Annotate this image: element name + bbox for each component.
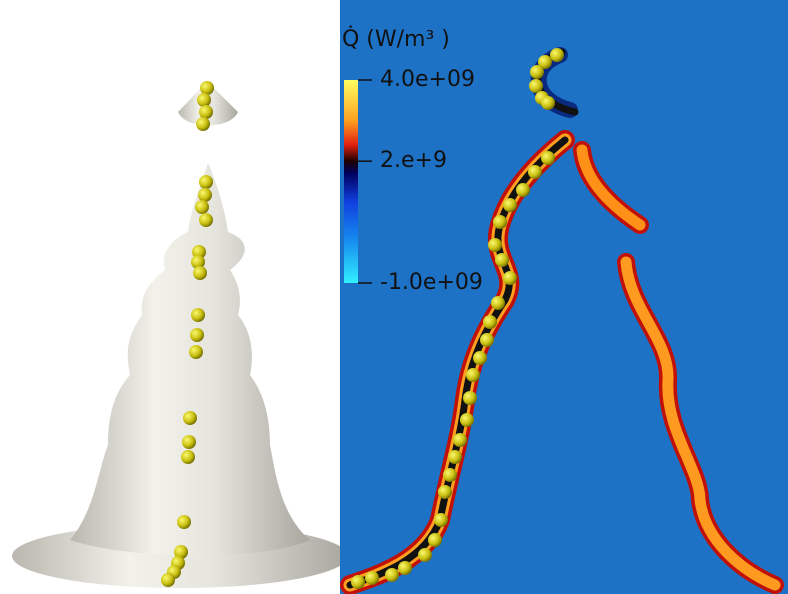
bead: [463, 391, 477, 405]
bead: [198, 188, 212, 202]
bead: [516, 183, 530, 197]
bead: [448, 450, 462, 464]
bead: [199, 175, 213, 189]
bead: [530, 65, 544, 79]
bead: [434, 513, 448, 527]
bead: [503, 271, 517, 285]
bead: [438, 485, 452, 499]
bead: [200, 81, 214, 95]
bead: [193, 266, 207, 280]
bead: [385, 568, 399, 582]
tick-label: 4.0e+09: [380, 67, 475, 92]
bead: [398, 561, 412, 575]
bead: [195, 200, 209, 214]
bead: [351, 575, 365, 589]
bead: [541, 151, 555, 165]
bead: [488, 238, 502, 252]
bead: [182, 435, 196, 449]
bead: [529, 79, 543, 93]
bead: [190, 328, 204, 342]
bead: [199, 105, 213, 119]
bead: [528, 165, 542, 179]
bead: [466, 368, 480, 382]
bead: [197, 93, 211, 107]
figure: Q̇ (W/m³ ) 4.0e+09 2.e+9 -1.0e+09: [0, 0, 788, 594]
bead: [183, 411, 197, 425]
bead: [493, 215, 507, 229]
bead: [161, 573, 175, 587]
bead: [428, 533, 442, 547]
bead: [196, 117, 210, 131]
bead: [495, 253, 509, 267]
bead: [191, 308, 205, 322]
tick-label: 2.e+9: [380, 148, 447, 173]
bead: [189, 345, 203, 359]
bead: [550, 48, 564, 62]
bead: [483, 315, 497, 329]
bead: [418, 548, 432, 562]
bead: [199, 213, 213, 227]
bead: [460, 413, 474, 427]
colorbar-scale: [344, 80, 358, 283]
bead: [365, 571, 379, 585]
bead: [177, 515, 191, 529]
bead: [541, 96, 555, 110]
bead: [503, 198, 517, 212]
tick-label: -1.0e+09: [380, 270, 483, 295]
bead: [491, 296, 505, 310]
bead: [453, 433, 467, 447]
bead: [480, 333, 494, 347]
colorbar-title: Q̇ (W/m³ ): [342, 26, 450, 52]
bead: [181, 450, 195, 464]
bead: [443, 468, 457, 482]
bead: [473, 351, 487, 365]
